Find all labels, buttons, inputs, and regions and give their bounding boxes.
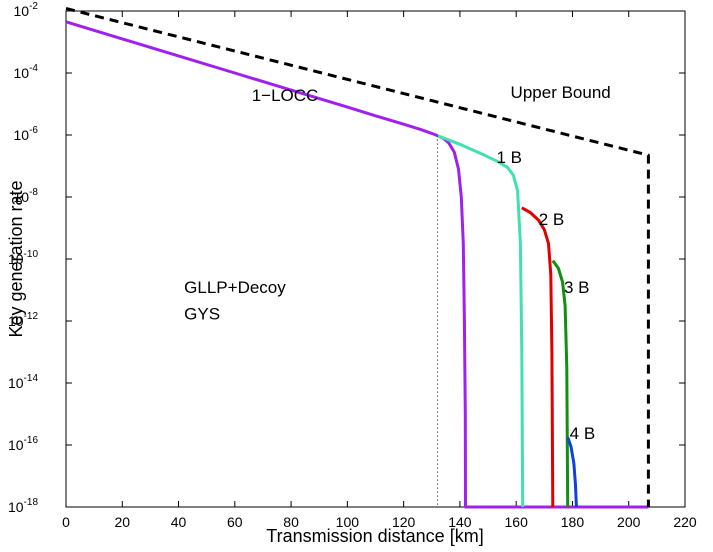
x-tick-label: 160	[505, 514, 529, 530]
y-tick-label: 10-6	[14, 125, 39, 143]
annotation-label: 1−LOCC	[252, 86, 319, 105]
x-tick-label: 120	[392, 514, 416, 530]
annotation-label: 4 B	[570, 424, 596, 443]
annotation-label: 1 B	[496, 148, 522, 167]
x-tick-label: 40	[171, 514, 187, 530]
series-upper-bound	[65, 7, 650, 507]
annotation-label: GLLP+Decoy	[184, 278, 286, 297]
series-1-b	[436, 134, 525, 508]
y-tick-label: 10-2	[14, 1, 39, 19]
annotation-label: Upper Bound	[511, 83, 611, 102]
y-tick-label: 10-14	[8, 373, 38, 391]
x-tick-label: 60	[227, 514, 243, 530]
y-tick-label: 10-16	[8, 435, 38, 453]
plot-area	[65, 10, 686, 508]
annotation-label: 3 B	[564, 278, 590, 297]
x-axis-title: Transmission distance [km]	[266, 526, 483, 546]
x-tick-label: 80	[283, 514, 299, 530]
annotation-layer: 1−LOCC Upper Bound 1 B 2 B 3 B 4 B GLLP+Decoy G…	[184, 83, 611, 443]
x-tick-label: 140	[448, 514, 472, 530]
x-tick-label: 220	[673, 514, 697, 530]
y-axis-title: Key generation rate	[6, 180, 26, 337]
y-tick-label: 10-4	[14, 63, 39, 81]
y-tick-label: 10-18	[8, 497, 38, 515]
series-4-b	[566, 436, 578, 508]
x-tick-label: 0	[62, 514, 70, 530]
annotation-label: 2 B	[539, 210, 565, 229]
series-layer	[65, 7, 650, 509]
x-tick-label: 20	[114, 514, 130, 530]
x-tick-label: 100	[336, 514, 360, 530]
series-2-b	[521, 206, 555, 508]
annotation-label: GYS	[184, 304, 220, 323]
x-tick-label: 180	[561, 514, 585, 530]
series-3-b	[551, 259, 570, 508]
x-tick-label: 200	[617, 514, 641, 530]
